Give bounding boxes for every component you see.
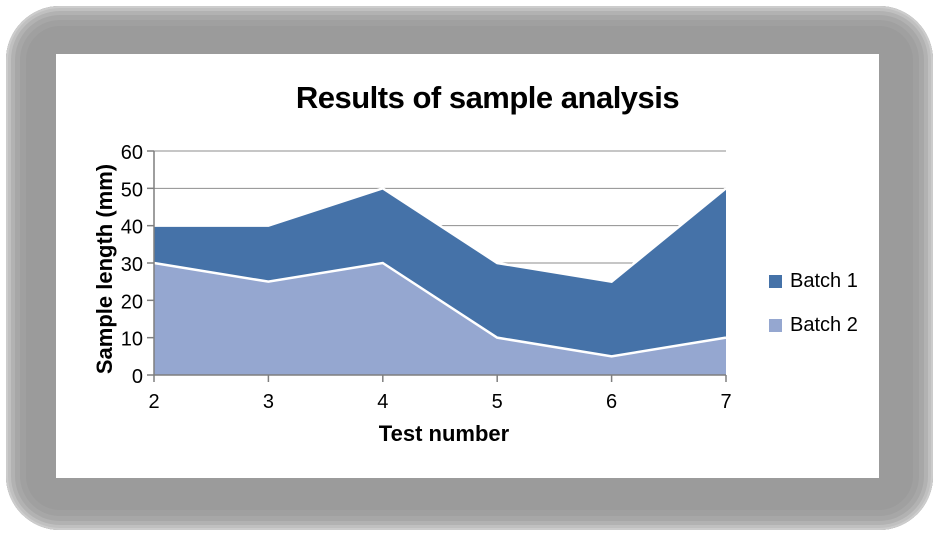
y-tick-label: 60 xyxy=(121,142,143,164)
y-tick-label: 40 xyxy=(121,217,143,239)
legend-label-batch-2: Batch 2 xyxy=(790,313,858,336)
x-tick-label: 7 xyxy=(720,391,731,413)
chart-title: Results of sample analysis xyxy=(295,80,680,115)
plot-area: 0 10 20 30 40 50 60 2 3 4 5 6 7 xyxy=(121,142,732,413)
chart-canvas: 0 10 20 30 40 50 60 2 3 4 5 6 7 Results of sample an… xyxy=(56,54,879,478)
x-tick-label: 2 xyxy=(148,391,159,413)
x-tick-label: 4 xyxy=(377,391,388,413)
y-tick-label: 10 xyxy=(121,329,143,351)
x-tick-label: 6 xyxy=(606,391,617,413)
series-boundary-batch-1 xyxy=(154,186,727,283)
area-batch-2 xyxy=(154,263,726,375)
chart-frame: 0 10 20 30 40 50 60 2 3 4 5 6 7 Results of sample an… xyxy=(6,6,933,530)
y-tick-label: 30 xyxy=(121,254,143,276)
y-tick-label: 20 xyxy=(121,291,143,313)
y-tick-label: 50 xyxy=(121,179,143,201)
legend-swatch-batch-2 xyxy=(769,318,782,332)
y-tick-label: 0 xyxy=(132,366,143,388)
legend-label-batch-1: Batch 1 xyxy=(790,269,858,292)
y-axis-title: Sample length (mm) xyxy=(92,163,117,375)
legend-swatch-batch-1 xyxy=(769,274,782,288)
x-tick-label: 5 xyxy=(492,391,503,413)
legend: Batch 1 Batch 2 xyxy=(769,269,858,337)
legend-item-batch-1: Batch 1 xyxy=(769,269,858,293)
x-tick-label: 3 xyxy=(263,391,274,413)
series-boundary-batch-2 xyxy=(153,261,727,358)
legend-item-batch-2: Batch 2 xyxy=(769,313,858,337)
x-axis-title: Test number xyxy=(378,421,510,446)
